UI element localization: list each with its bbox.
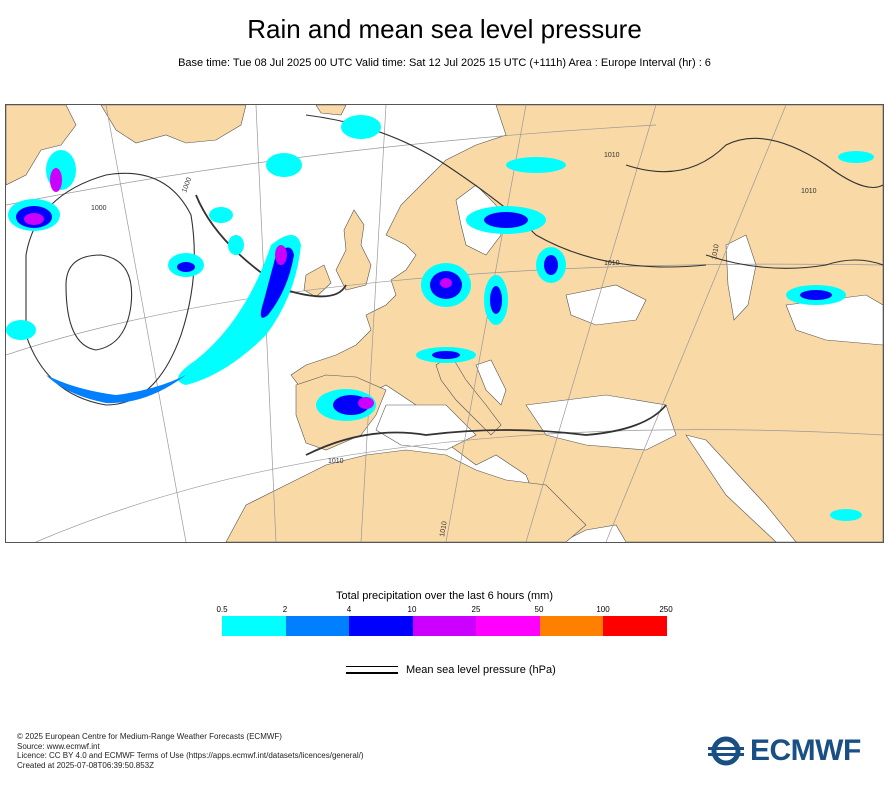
precip-cell [544, 255, 558, 275]
isobar-labels: 1000 1000 1010 1010 1010 1010 1010 1010 [91, 152, 817, 537]
precip-cell [228, 235, 244, 255]
sea-layer [375, 184, 883, 542]
isobar-1010-med [305, 404, 667, 456]
precip-band [46, 375, 186, 404]
precip-cell [24, 213, 44, 225]
precip-cell [830, 509, 862, 521]
sea-red [685, 434, 797, 542]
precipitation [6, 115, 874, 521]
land-greenland [6, 105, 77, 186]
precip-cell [490, 286, 502, 314]
precip-cell [800, 290, 832, 300]
legend-swatch [539, 616, 603, 636]
graticule [6, 105, 883, 542]
isobar-label: 1010 [439, 521, 449, 538]
map-canvas: 1000 1000 1010 1010 1010 1010 1010 1010 [6, 105, 883, 542]
isobar-label: 1000 [91, 205, 107, 212]
land-uk [335, 209, 372, 291]
precip-cell [50, 168, 62, 192]
footer-line: Source: www.ecmwf.int [17, 741, 100, 751]
isobar-label: 1010 [604, 152, 620, 159]
footer-credits: © 2025 European Centre for Medium-Range … [17, 732, 364, 770]
isobar-label: 1010 [328, 458, 344, 465]
land-layer [6, 105, 883, 542]
precip-cell [506, 157, 566, 173]
sea-adriatic [475, 359, 507, 406]
legend-tick: 4 [346, 605, 352, 614]
precip-cell [6, 320, 36, 340]
weather-map[interactable]: 1000 1000 1010 1010 1010 1010 1010 1010 [5, 104, 884, 543]
isobar-1010-east [625, 137, 883, 189]
footer-line: Licence: CC BY 4.0 and ECMWF Terms of Us… [17, 751, 364, 760]
chart-subtitle: Base time: Tue 08 Jul 2025 00 UTC Valid … [178, 57, 711, 69]
sea-mediterranean-east [525, 394, 677, 451]
sea-mediterranean-west [375, 404, 477, 451]
ecmwf-logo: ECMWF [706, 734, 861, 768]
land-ireland [303, 264, 332, 298]
precip-cell [440, 278, 452, 288]
ecmwf-logo-icon [708, 736, 744, 766]
footer-line: © 2025 European Centre for Medium-Range … [17, 732, 282, 741]
precip-cell [432, 351, 460, 359]
sea-persian [785, 294, 883, 346]
isobar-label: 1000 [181, 177, 193, 194]
legend-tick: 0.5 [216, 605, 228, 614]
precip-band [178, 235, 301, 385]
isobars [25, 114, 883, 456]
legend-swatch [222, 616, 286, 636]
land-africa [225, 449, 587, 542]
mslp-legend: Mean sea level pressure (hPa) [346, 664, 556, 676]
precip-cell [358, 397, 374, 409]
precip-cell [177, 262, 195, 272]
precip-cell [275, 245, 287, 265]
precip-band [260, 247, 294, 318]
land-greenland-east [100, 105, 247, 144]
isobar-1000-atlantic [65, 254, 133, 351]
legend-swatch [412, 616, 476, 636]
sea-caspian [725, 234, 757, 321]
isobar-label: 1010 [711, 244, 721, 261]
footer-line: Created at 2025-07-08T06:39:50.853Z [17, 760, 154, 770]
precip-cell [341, 115, 381, 139]
precip-cell [484, 212, 528, 228]
isobar-1010-asia [705, 254, 883, 269]
mslp-line-symbol [346, 664, 398, 676]
isobar-label: 1010 [801, 188, 817, 195]
sea-black [565, 284, 647, 326]
mslp-legend-label: Mean sea level pressure (hPa) [406, 664, 556, 676]
precip-cell [838, 151, 874, 163]
legend-tick: 2 [282, 605, 288, 614]
legend-swatch [603, 616, 667, 636]
legend-tick: 100 [596, 605, 610, 614]
ecmwf-logo-text: ECMWF [750, 734, 861, 767]
precip-colorbar [222, 616, 667, 636]
legend-title: Total precipitation over the last 6 hour… [335, 590, 554, 602]
chart-title: Rain and mean sea level pressure [247, 14, 642, 44]
legend-swatch [476, 616, 540, 636]
precip-cell [209, 207, 233, 223]
isobar-label: 1010 [604, 260, 620, 267]
legend-swatch [349, 616, 413, 636]
legend-tick: 25 [471, 605, 481, 614]
legend-tick: 50 [534, 605, 544, 614]
legend-tick: 10 [407, 605, 417, 614]
legend-swatch [285, 616, 349, 636]
legend-tick: 250 [659, 605, 673, 614]
precip-cell [266, 153, 302, 177]
land-iceland [315, 105, 347, 116]
